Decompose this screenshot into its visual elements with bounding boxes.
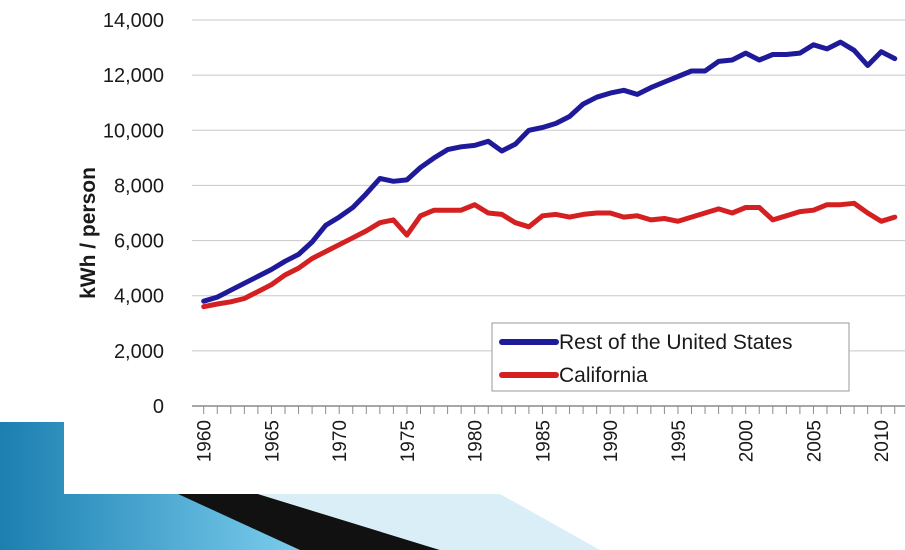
- series-lines: [201, 39, 898, 310]
- legend: Rest of the United States California: [491, 322, 850, 392]
- legend-label-california: California: [559, 364, 648, 387]
- y-tick-label: 10,000: [103, 120, 164, 142]
- y-tick-label: 8,000: [114, 175, 164, 197]
- y-axis: 0 2,000 4,000 6,000 8,000 10,000 12,000 14,000: [103, 10, 164, 418]
- gridlines: [192, 19, 905, 352]
- y-tick-label: 6,000: [114, 231, 164, 253]
- y-tick-label: 4,000: [114, 286, 164, 308]
- x-tick-label: 1980: [466, 420, 487, 462]
- y-tick-label: 12,000: [103, 65, 164, 87]
- legend-label-rest-of-us: Rest of the United States: [559, 331, 792, 354]
- decoration-light-band: [258, 494, 600, 550]
- x-tick-label: 1970: [330, 420, 351, 462]
- y-axis-title: kWh / person: [77, 167, 100, 299]
- x-tick-label: 1960: [195, 420, 216, 462]
- y-tick-label: 0: [153, 396, 164, 418]
- x-tick-label: 1995: [669, 420, 690, 462]
- decoration-blue-band: [0, 422, 580, 550]
- x-tick-label: 2010: [872, 420, 893, 462]
- x-tick-label: 1985: [533, 420, 554, 462]
- x-tick-label: 1965: [262, 420, 283, 462]
- slide-decoration: [0, 422, 600, 550]
- series-line-rest-of-us: [201, 39, 898, 304]
- y-tick-label: 14,000: [103, 10, 164, 32]
- series-line-california: [201, 200, 898, 310]
- x-axis: 1960 1965 1970 1975 1980 1985 1990 1995 2000 2005…: [192, 405, 905, 462]
- x-tick-label: 1990: [601, 420, 622, 462]
- x-tick-label: 1975: [398, 420, 419, 462]
- decoration-dark-wedge: [178, 494, 440, 550]
- y-tick-label: 2,000: [114, 341, 164, 363]
- x-tick-label: 2005: [804, 420, 825, 462]
- x-tick-label: 2000: [737, 420, 758, 462]
- legend-box: [491, 322, 850, 392]
